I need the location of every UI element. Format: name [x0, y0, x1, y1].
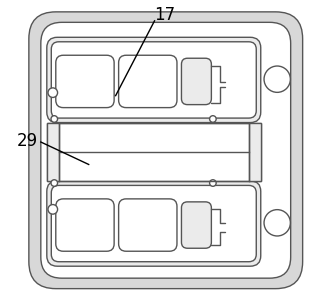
- Bar: [249, 123, 261, 181]
- Text: 29: 29: [17, 132, 38, 149]
- Circle shape: [48, 88, 57, 98]
- FancyBboxPatch shape: [29, 12, 303, 289]
- Bar: [47, 123, 59, 181]
- FancyBboxPatch shape: [47, 181, 261, 266]
- Circle shape: [210, 180, 216, 186]
- FancyBboxPatch shape: [51, 185, 256, 262]
- Circle shape: [264, 210, 290, 236]
- Circle shape: [264, 66, 290, 92]
- FancyBboxPatch shape: [182, 58, 212, 104]
- Text: 17: 17: [154, 6, 176, 24]
- Circle shape: [48, 204, 57, 214]
- FancyBboxPatch shape: [51, 42, 256, 118]
- FancyBboxPatch shape: [118, 199, 177, 251]
- Bar: [47, 123, 261, 181]
- FancyBboxPatch shape: [118, 55, 177, 108]
- Circle shape: [51, 116, 57, 122]
- FancyBboxPatch shape: [56, 55, 114, 108]
- Circle shape: [210, 116, 216, 122]
- FancyBboxPatch shape: [47, 37, 261, 123]
- FancyBboxPatch shape: [56, 199, 114, 251]
- FancyBboxPatch shape: [41, 22, 291, 278]
- Circle shape: [51, 180, 57, 186]
- FancyBboxPatch shape: [182, 202, 212, 248]
